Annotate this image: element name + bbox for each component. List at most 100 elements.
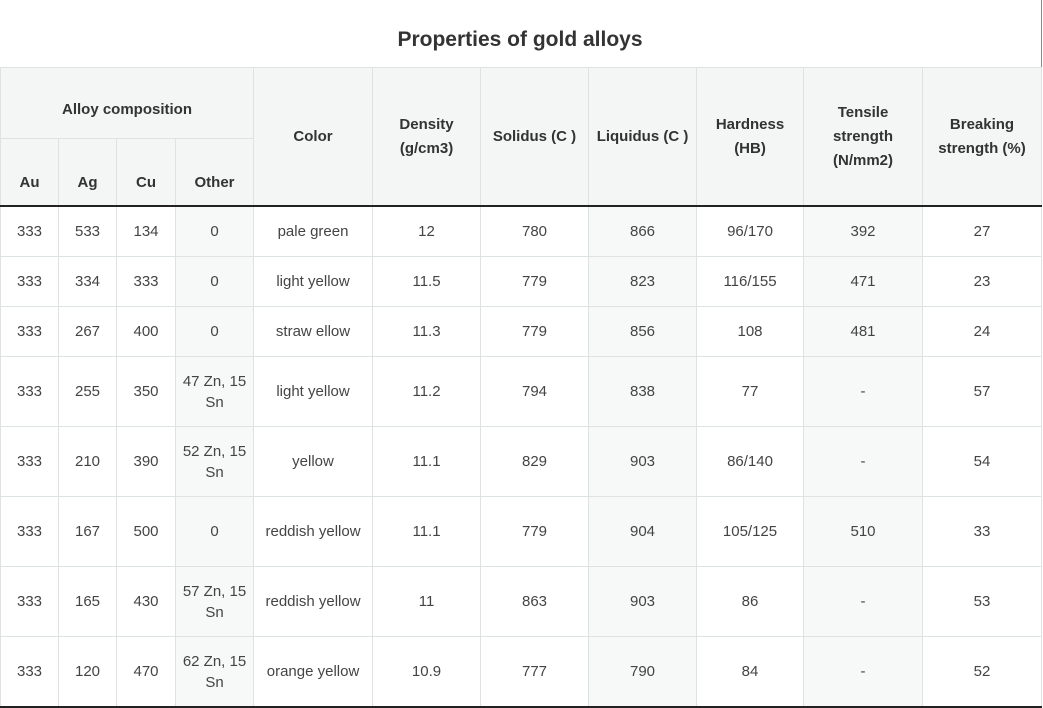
header-ag: Ag bbox=[58, 138, 117, 207]
cell-solidus: 780 bbox=[480, 205, 590, 257]
table-row: 333 255 350 47 Zn, 15 Sn light yellow 11… bbox=[0, 356, 1043, 427]
cell-tensile: 510 bbox=[803, 496, 924, 567]
header-liquidus: Liquidus (C ) bbox=[588, 67, 698, 207]
cell-density: 11.2 bbox=[372, 356, 482, 427]
cell-density: 11.3 bbox=[372, 306, 482, 357]
cell-cu: 350 bbox=[116, 356, 176, 427]
cell-other: 0 bbox=[174, 205, 255, 257]
cell-cu: 400 bbox=[116, 306, 176, 357]
cell-liquidus: 903 bbox=[588, 566, 698, 637]
cell-cu: 134 bbox=[116, 205, 176, 257]
cell-liquidus: 866 bbox=[588, 205, 698, 257]
cell-au: 333 bbox=[0, 306, 59, 357]
cell-ag: 165 bbox=[58, 566, 117, 637]
cell-density: 12 bbox=[372, 205, 482, 257]
cell-breaking: 54 bbox=[922, 426, 1043, 497]
cell-au: 333 bbox=[0, 356, 59, 427]
cell-hardness: 77 bbox=[696, 356, 805, 427]
header-tensile-strength: Tensile strength (N/mm2) bbox=[803, 67, 924, 207]
cell-ag: 533 bbox=[58, 205, 117, 257]
cell-hardness: 86/140 bbox=[696, 426, 805, 497]
page-title: Properties of gold alloys bbox=[397, 28, 643, 51]
cell-cu: 430 bbox=[116, 566, 176, 637]
cell-density: 11 bbox=[372, 566, 482, 637]
cell-color: straw ellow bbox=[253, 306, 374, 357]
cell-other: 0 bbox=[174, 256, 255, 307]
cell-hardness: 96/170 bbox=[696, 205, 805, 257]
cell-au: 333 bbox=[0, 205, 59, 257]
cell-ag: 120 bbox=[58, 636, 117, 708]
cell-breaking: 53 bbox=[922, 566, 1043, 637]
cell-cu: 470 bbox=[116, 636, 176, 708]
header-solidus: Solidus (C ) bbox=[480, 67, 590, 207]
cell-au: 333 bbox=[0, 636, 59, 708]
cell-ag: 210 bbox=[58, 426, 117, 497]
cell-hardness: 116/155 bbox=[696, 256, 805, 307]
cell-liquidus: 856 bbox=[588, 306, 698, 357]
cell-liquidus: 790 bbox=[588, 636, 698, 708]
cell-au: 333 bbox=[0, 496, 59, 567]
cell-hardness: 86 bbox=[696, 566, 805, 637]
cell-density: 11.1 bbox=[372, 426, 482, 497]
cell-other: 0 bbox=[174, 306, 255, 357]
cell-other: 52 Zn, 15 Sn bbox=[174, 426, 255, 497]
cell-au: 333 bbox=[0, 256, 59, 307]
cell-ag: 267 bbox=[58, 306, 117, 357]
cell-other: 47 Zn, 15 Sn bbox=[174, 356, 255, 427]
cell-color: pale green bbox=[253, 205, 374, 257]
table-row: 333 165 430 57 Zn, 15 Sn reddish yellow … bbox=[0, 566, 1043, 637]
cell-color: reddish yellow bbox=[253, 566, 374, 637]
cell-cu: 333 bbox=[116, 256, 176, 307]
cell-liquidus: 823 bbox=[588, 256, 698, 307]
cell-solidus: 779 bbox=[480, 496, 590, 567]
header-breaking-strength: Breaking strength (%) bbox=[922, 67, 1043, 207]
cell-tensile: - bbox=[803, 636, 924, 708]
cell-cu: 390 bbox=[116, 426, 176, 497]
cell-tensile: 471 bbox=[803, 256, 924, 307]
cell-au: 333 bbox=[0, 426, 59, 497]
cell-solidus: 794 bbox=[480, 356, 590, 427]
cell-tensile: 481 bbox=[803, 306, 924, 357]
table-row: 333 167 500 0 reddish yellow 11.1 779 90… bbox=[0, 496, 1043, 567]
cell-density: 11.1 bbox=[372, 496, 482, 567]
header-cu: Cu bbox=[116, 138, 176, 207]
cell-tensile: - bbox=[803, 426, 924, 497]
header-other: Other bbox=[174, 138, 255, 207]
table-row: 333 533 134 0 pale green 12 780 866 96/1… bbox=[0, 205, 1043, 257]
cell-ag: 167 bbox=[58, 496, 117, 567]
cell-other: 57 Zn, 15 Sn bbox=[174, 566, 255, 637]
table-row: 333 334 333 0 light yellow 11.5 779 823 … bbox=[0, 256, 1043, 307]
cell-breaking: 33 bbox=[922, 496, 1043, 567]
header-color: Color bbox=[253, 67, 374, 207]
cell-ag: 255 bbox=[58, 356, 117, 427]
cell-breaking: 52 bbox=[922, 636, 1043, 708]
header-hardness: Hardness (HB) bbox=[696, 67, 805, 207]
cell-tensile: - bbox=[803, 566, 924, 637]
table-row: 333 120 470 62 Zn, 15 Sn orange yellow 1… bbox=[0, 636, 1043, 708]
cell-color: light yellow bbox=[253, 356, 374, 427]
cell-color: orange yellow bbox=[253, 636, 374, 708]
gold-alloys-table: Alloy composition Color Density (g/cm3) … bbox=[0, 67, 1043, 708]
cell-tensile: 392 bbox=[803, 205, 924, 257]
cell-other: 0 bbox=[174, 496, 255, 567]
cell-solidus: 829 bbox=[480, 426, 590, 497]
cell-solidus: 863 bbox=[480, 566, 590, 637]
cell-liquidus: 838 bbox=[588, 356, 698, 427]
cell-liquidus: 904 bbox=[588, 496, 698, 567]
cell-hardness: 108 bbox=[696, 306, 805, 357]
cell-solidus: 779 bbox=[480, 306, 590, 357]
header-density: Density (g/cm3) bbox=[372, 67, 482, 207]
page-edge-line bbox=[1041, 0, 1042, 67]
cell-breaking: 27 bbox=[922, 205, 1043, 257]
cell-density: 11.5 bbox=[372, 256, 482, 307]
cell-tensile: - bbox=[803, 356, 924, 427]
cell-breaking: 24 bbox=[922, 306, 1043, 357]
header-alloy-composition: Alloy composition bbox=[0, 67, 255, 139]
cell-color: light yellow bbox=[253, 256, 374, 307]
cell-liquidus: 903 bbox=[588, 426, 698, 497]
cell-solidus: 777 bbox=[480, 636, 590, 708]
cell-hardness: 84 bbox=[696, 636, 805, 708]
cell-solidus: 779 bbox=[480, 256, 590, 307]
cell-ag: 334 bbox=[58, 256, 117, 307]
cell-hardness: 105/125 bbox=[696, 496, 805, 567]
